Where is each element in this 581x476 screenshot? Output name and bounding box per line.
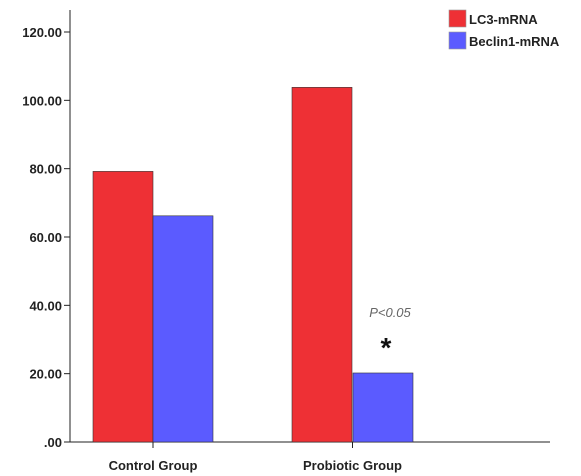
y-tick-label: 100.00 [22,93,62,108]
bar-beclin1-mrna-1 [152,215,214,443]
y-tick-label: 40.00 [29,298,62,313]
bar-beclin1-mrna-2 [352,372,414,443]
y-ticks: .00 20.00 40.00 60.00 80.00 100.00 120.00 [22,25,70,450]
x-category-label: Probiotic Group [303,458,402,473]
legend-swatch [448,9,467,28]
bar-lc3-mrna-1 [92,171,154,443]
y-tick-label: .00 [44,435,62,450]
annotations: P<0.05 * [369,305,411,363]
y-tick-label: 60.00 [29,230,62,245]
y-tick-label: 20.00 [29,367,62,382]
x-category-label: Control Group [109,458,198,473]
legend-label: LC3-mRNA [469,12,538,27]
significance-star: * [381,332,392,363]
y-tick-label: 80.00 [29,162,62,177]
legend: LC3-mRNA Beclin1-mRNA [448,9,560,50]
bars [92,87,414,443]
legend-swatch [448,31,467,50]
p-value-label: P<0.05 [369,305,411,320]
bar-lc3-mrna-2 [291,87,353,443]
legend-label: Beclin1-mRNA [469,34,560,49]
x-categories: Control Group Probiotic Group [109,442,402,473]
y-tick-label: 120.00 [22,25,62,40]
